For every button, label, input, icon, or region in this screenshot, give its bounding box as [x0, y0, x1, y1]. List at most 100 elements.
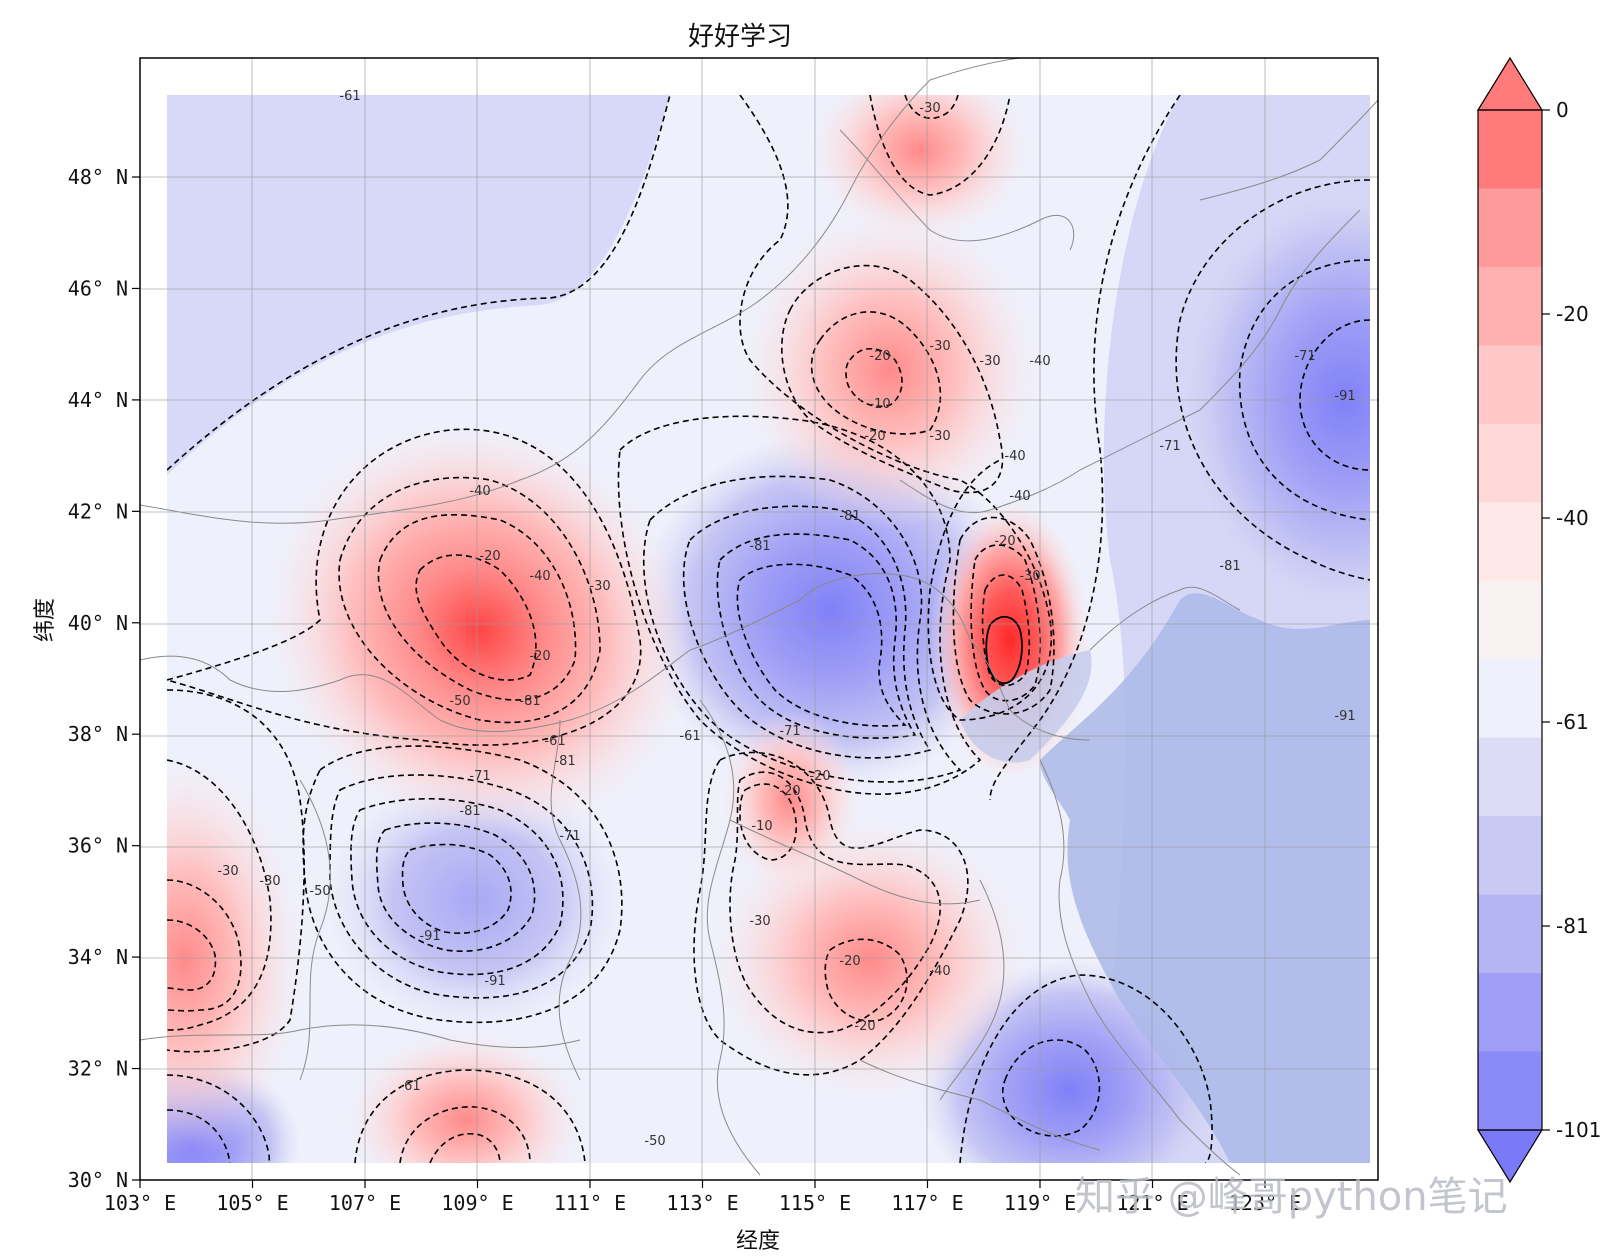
- y-tick-label: 34° N: [68, 945, 128, 969]
- contour-label: -30: [259, 874, 280, 889]
- bohai: [960, 650, 1092, 763]
- contour-label: -50: [449, 694, 470, 709]
- x-tick-label: 109° E: [441, 1191, 513, 1215]
- contour-label: -20: [779, 784, 800, 799]
- y-tick-label: 38° N: [68, 722, 128, 746]
- contour-label: -61: [399, 1079, 420, 1094]
- y-tick-label: 44° N: [68, 388, 128, 412]
- contour-label: -10: [869, 397, 890, 412]
- contour-label: -30: [749, 914, 770, 929]
- colorbar: 0 -20 -40 -61 -81 -101: [1476, 56, 1601, 1184]
- contour-label: -81: [1219, 559, 1240, 574]
- x-tick-label: 119° E: [1004, 1191, 1076, 1215]
- contour-label: -20: [529, 649, 550, 664]
- x-tick-label: 111° E: [554, 1191, 626, 1215]
- contour-label: -40: [1004, 449, 1025, 464]
- south-high: [345, 1030, 585, 1163]
- contour-label: -91: [1334, 709, 1355, 724]
- contour-label: -20: [809, 769, 830, 784]
- colorbar-band: [1478, 580, 1542, 660]
- contour-label: -50: [309, 884, 330, 899]
- colorbar-extend-top: [1476, 56, 1544, 111]
- contour-label: -81: [839, 509, 860, 524]
- y-tick-label: 48° N: [68, 165, 128, 189]
- colorbar-band: [1478, 188, 1542, 268]
- y-tick-label: 30° N: [68, 1168, 128, 1192]
- bj-zero-contour: [985, 616, 1023, 685]
- contour-label: -30: [217, 864, 238, 879]
- contour-field: [167, 95, 1370, 1163]
- contour-label: -30: [929, 339, 950, 354]
- colorbar-band: [1478, 894, 1542, 974]
- contour-label: -71: [1294, 349, 1315, 364]
- x-axis: 103° E 105° E 107° E 109° E 111° E 113° E 115°…: [104, 1180, 1301, 1215]
- contour-label: -50: [644, 1134, 665, 1149]
- westcentral-low: [325, 770, 625, 1030]
- contour-label: -81: [749, 539, 770, 554]
- contour-label: -81: [519, 694, 540, 709]
- contour-label: -40: [929, 964, 950, 979]
- x-tick-label: 107° E: [329, 1191, 401, 1215]
- watermark: 知乎 @峰哥python笔记: [1075, 1174, 1508, 1220]
- contour-lines: [167, 95, 1370, 1163]
- contour-label: -20: [864, 429, 885, 444]
- contour-label: -20: [479, 549, 500, 564]
- x-tick-label: 121° E: [1116, 1191, 1188, 1215]
- y-tick-label: 46° N: [68, 276, 128, 300]
- y-tick-label: 36° N: [68, 834, 128, 858]
- colorbar-band: [1478, 345, 1542, 425]
- sw-high: [167, 760, 305, 1160]
- colorbar-frame: [1477, 109, 1543, 1131]
- contour-label: -40: [529, 569, 550, 584]
- contour-label: -61: [339, 89, 360, 104]
- x-tick-label: 103° E: [104, 1191, 176, 1215]
- colorbar-tick-label: -40: [1556, 506, 1589, 530]
- contour-label: -40: [1029, 354, 1050, 369]
- y-axis: 30° N 32° N 34° N 36° N 38° N 40° N 42° N 44° N…: [68, 165, 140, 1192]
- colorbar-band: [1478, 423, 1542, 503]
- contour-label: -30: [589, 579, 610, 594]
- colorbar-band: [1478, 659, 1542, 739]
- contour-label: -71: [469, 769, 490, 784]
- y-tick-label: 32° N: [68, 1057, 128, 1081]
- colorbar-band: [1478, 973, 1542, 1053]
- contour-label: -20: [839, 954, 860, 969]
- x-tick-label: 113° E: [666, 1191, 738, 1215]
- contour-label: -61: [544, 734, 565, 749]
- ordos-high: [266, 423, 694, 837]
- colorbar-tick-label: -101: [1556, 1118, 1601, 1142]
- contour-label: -91: [419, 929, 440, 944]
- contour-label: -20: [854, 1019, 875, 1034]
- colorbar-band: [1478, 266, 1542, 346]
- y-tick-label: 42° N: [68, 499, 128, 523]
- map-frame: [139, 57, 1379, 1181]
- colorbar-tick-label: -81: [1556, 914, 1589, 938]
- x-tick-label: 123° E: [1229, 1191, 1301, 1215]
- contour-label: -61: [679, 729, 700, 744]
- y-axis-label: 纬度: [33, 598, 58, 642]
- gridlines: [140, 58, 1378, 1180]
- contour-label: -81: [554, 754, 575, 769]
- contour-label: -30: [929, 429, 950, 444]
- contour-label: -71: [779, 724, 800, 739]
- x-tick-label: 105° E: [216, 1191, 288, 1215]
- contour-label: -40: [1009, 489, 1030, 504]
- colorbar-band: [1478, 816, 1542, 896]
- colorbar-band: [1478, 737, 1542, 817]
- contour-label: -81: [459, 804, 480, 819]
- map-panel: -61 -30 -30 -30 -20 -10 -40 -20 -40 -40 -20 -30 -40 -…: [140, 58, 1378, 1180]
- contour-label: -91: [484, 974, 505, 989]
- im-high-north: [810, 95, 1030, 240]
- contour-label: -20: [869, 349, 890, 364]
- colorbar-tick-label: -61: [1556, 710, 1589, 734]
- contour-labels: -61 -30 -30 -30 -20 -10 -40 -20 -40 -40 -20 -30 -40 -…: [217, 89, 1355, 1149]
- colorbar-band: [1478, 1051, 1542, 1131]
- contour-label: -71: [559, 829, 580, 844]
- x-axis-label: 经度: [736, 1229, 780, 1254]
- colorbar-band: [1478, 502, 1542, 582]
- contour-label: -30: [1019, 569, 1040, 584]
- nw-region: [167, 95, 670, 475]
- x-tick-label: 117° E: [891, 1191, 963, 1215]
- contour-label: -91: [1334, 389, 1355, 404]
